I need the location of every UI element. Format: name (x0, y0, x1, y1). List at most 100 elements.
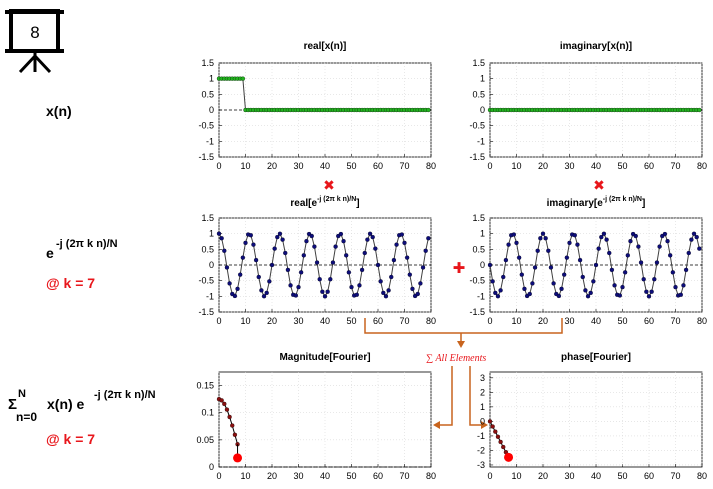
data-point (654, 260, 660, 265)
y-tick-label: -2 (477, 445, 485, 455)
data-point (527, 291, 532, 297)
x-tick-label: 20 (267, 161, 277, 171)
data-point (588, 290, 593, 296)
x-tick-label: 20 (538, 471, 548, 481)
data-point (404, 255, 410, 260)
plus-icon: ✚ (453, 260, 466, 277)
data-point (309, 233, 314, 239)
data-point (519, 272, 524, 277)
data-point (354, 292, 359, 297)
data-point (227, 414, 232, 420)
data-point (394, 242, 399, 247)
data-point (375, 262, 381, 268)
data-point (546, 248, 551, 253)
x-tick-label: 30 (293, 471, 303, 481)
data-point (564, 255, 569, 260)
y-tick-label: -0.5 (198, 276, 214, 286)
data-point (575, 242, 580, 247)
signal-label: x(n) (46, 103, 72, 119)
data-point (248, 233, 253, 238)
data-point (386, 288, 391, 293)
data-point (373, 246, 378, 251)
data-point (601, 231, 607, 236)
data-point (506, 242, 511, 247)
data-point (314, 260, 320, 265)
y-tick-label: 0.5 (472, 89, 485, 99)
x-tick-label: 70 (399, 161, 409, 171)
y-tick-label: 1.5 (201, 58, 214, 68)
data-point (490, 279, 495, 284)
data-point (567, 240, 572, 245)
x-tick-label: 30 (564, 471, 574, 481)
data-point (625, 253, 630, 258)
y-tick-label: 1 (480, 402, 485, 412)
data-point (222, 248, 227, 253)
real-kernel-plot: 0 10 20 30 40 50 60 70 80 1.5 1 0.5 0 -0.5 -1 -1.5 (198, 213, 436, 326)
data-point (322, 294, 328, 299)
data-point (243, 240, 248, 245)
data-point (562, 272, 567, 277)
data-point (365, 237, 370, 242)
data-point (426, 107, 431, 113)
x-tick-label: 20 (538, 316, 548, 326)
data-point (572, 233, 577, 238)
y-tick-label: -1 (477, 431, 485, 441)
x-tick-label: 0 (487, 316, 492, 326)
data-point (697, 246, 702, 251)
plot-title-real-x: real[x(n)] (304, 41, 347, 52)
data-point (330, 260, 336, 265)
data-point (216, 231, 222, 236)
data-point (370, 234, 375, 240)
data-point (493, 290, 498, 296)
data-point (224, 407, 230, 412)
y-tick-label: 0 (480, 260, 485, 270)
data-point (344, 253, 349, 258)
data-point (293, 293, 299, 298)
x-tick-label: 20 (538, 161, 548, 171)
x-tick-label: 60 (373, 161, 383, 171)
x-tick-label: 10 (511, 471, 521, 481)
data-point (636, 244, 641, 249)
arrow-right-icon (481, 421, 488, 429)
x-tick-label: 60 (644, 471, 654, 481)
multiply-icon: ✖ (323, 177, 335, 193)
plot-title-magnitude: Magnitude[Fourier] (279, 352, 370, 363)
y-tick-label: 1 (209, 74, 214, 84)
data-point (628, 239, 633, 244)
x-tick-label: 80 (697, 471, 707, 481)
y-tick-label: -1.5 (198, 152, 214, 162)
x-tick-label: 40 (320, 316, 330, 326)
y-tick-label: 2 (480, 387, 485, 397)
data-point (240, 76, 246, 81)
data-point (532, 265, 538, 270)
y-tick-label: -3 (477, 460, 485, 470)
x-tick-label: 50 (617, 161, 627, 171)
data-point (275, 234, 280, 240)
arrow-down-icon (457, 341, 465, 348)
data-point (410, 286, 415, 291)
data-point (641, 277, 646, 282)
data-point (686, 250, 691, 256)
data-point (540, 231, 546, 236)
x-tick-label: 30 (293, 316, 303, 326)
data-point (288, 283, 293, 288)
x-tick-label: 40 (320, 161, 330, 171)
y-tick-label: 0.5 (201, 244, 214, 254)
data-point (320, 289, 325, 294)
data-point (338, 231, 344, 237)
x-tick-label: 10 (240, 161, 250, 171)
data-point (423, 248, 428, 253)
data-point (487, 419, 493, 424)
x-tick-label: 80 (426, 316, 436, 326)
data-point (670, 270, 675, 275)
plot-frame (489, 371, 703, 468)
data-point (251, 242, 256, 247)
y-tick-label: 0 (480, 105, 485, 115)
y-tick-label: 1 (480, 74, 485, 84)
data-point (535, 248, 540, 253)
data-point (232, 293, 238, 299)
data-point (264, 290, 269, 296)
data-point (596, 246, 601, 251)
y-tick-label: -1.5 (198, 307, 214, 317)
